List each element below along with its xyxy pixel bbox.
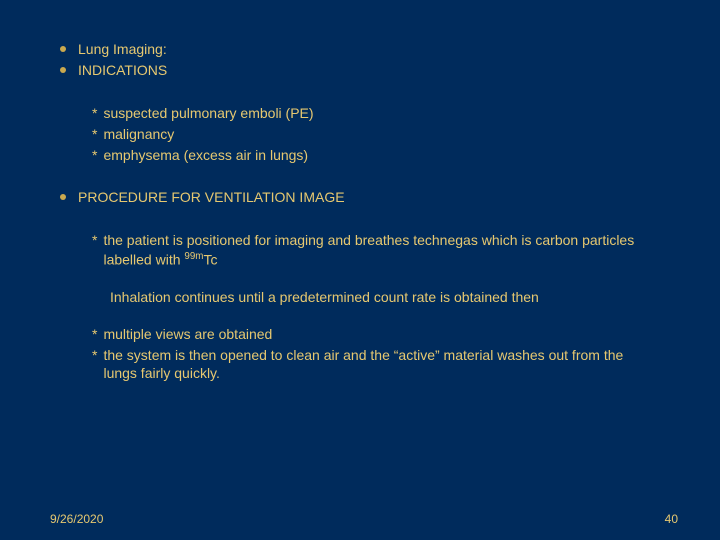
bullet-text: INDICATIONS [78, 61, 660, 80]
indication-item-pe: * suspected pulmonary emboli (PE) [60, 104, 660, 123]
indication-text: malignancy [103, 125, 660, 144]
asterisk-icon: * [92, 325, 97, 344]
footer-page-number: 40 [665, 512, 678, 526]
procedure-item-positioned: * the patient is positioned for imaging … [60, 231, 660, 269]
tc-rest: Tc [203, 252, 217, 268]
indication-text: suspected pulmonary emboli (PE) [103, 104, 660, 123]
indication-item-emphysema: * emphysema (excess air in lungs) [60, 146, 660, 165]
asterisk-icon: * [92, 231, 97, 250]
bullet-text: PROCEDURE FOR VENTILATION IMAGE [78, 188, 660, 207]
asterisk-icon: * [92, 146, 97, 165]
asterisk-icon: * [92, 346, 97, 365]
procedure-text: multiple views are obtained [103, 325, 660, 344]
procedure-item-clean-air: * the system is then opened to clean air… [60, 346, 660, 384]
bullet-text: Lung Imaging: [78, 40, 660, 59]
procedure-item-views: * multiple views are obtained [60, 325, 660, 344]
footer-date: 9/26/2020 [50, 512, 103, 526]
bullet-dot-icon [60, 194, 66, 200]
asterisk-icon: * [92, 104, 97, 123]
bullet-indications: INDICATIONS [60, 61, 660, 80]
indication-item-malignancy: * malignancy [60, 125, 660, 144]
bullet-dot-icon [60, 46, 66, 52]
bullet-lung-imaging: Lung Imaging: [60, 40, 660, 59]
procedure-text: the patient is positioned for imaging an… [103, 231, 660, 269]
indication-text: emphysema (excess air in lungs) [103, 146, 660, 165]
procedure-text: the system is then opened to clean air a… [103, 346, 660, 384]
tc-superscript: 99m [184, 251, 203, 262]
asterisk-icon: * [92, 125, 97, 144]
bullet-dot-icon [60, 67, 66, 73]
slide-footer: 9/26/2020 40 [50, 512, 678, 526]
procedure-inhalation-line: Inhalation continues until a predetermin… [60, 288, 660, 307]
bullet-procedure: PROCEDURE FOR VENTILATION IMAGE [60, 188, 660, 207]
